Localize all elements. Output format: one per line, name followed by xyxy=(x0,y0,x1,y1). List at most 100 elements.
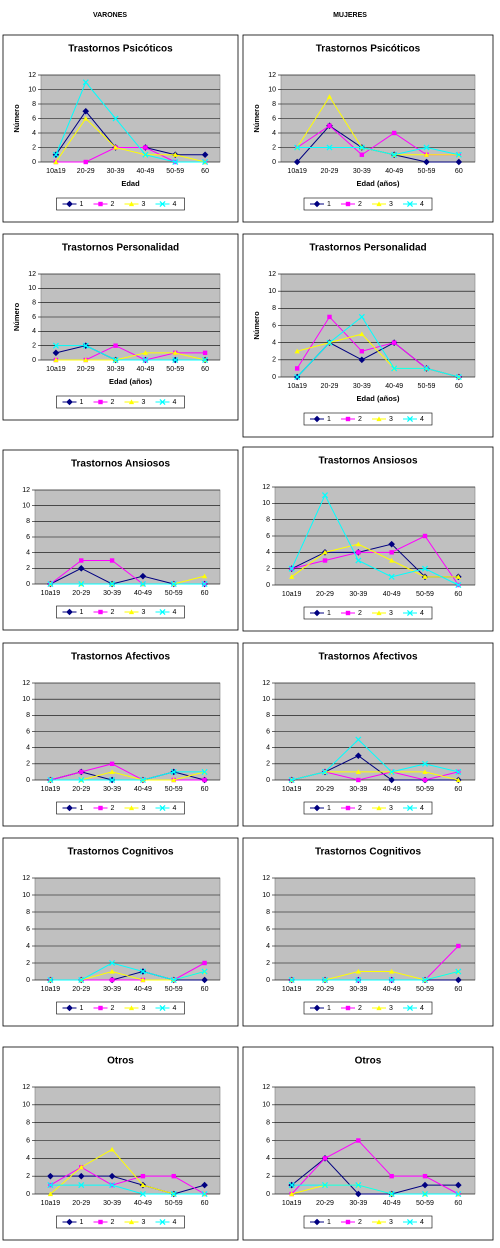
marker xyxy=(172,356,179,364)
marker xyxy=(388,776,395,784)
y-tick-label: 8 xyxy=(32,300,36,307)
marker xyxy=(455,158,463,166)
legend-marker xyxy=(98,805,103,811)
marker xyxy=(356,777,361,783)
legend-label: 2 xyxy=(358,201,362,208)
legend-marker xyxy=(159,1004,166,1012)
y-tick-label: 0 xyxy=(266,977,270,984)
legend-label: 3 xyxy=(142,1219,146,1226)
series-line xyxy=(291,543,459,578)
marker xyxy=(322,558,328,563)
marker xyxy=(421,565,429,572)
y-tick-label: 6 xyxy=(26,1137,30,1144)
y-tick-label: 6 xyxy=(26,534,30,541)
marker xyxy=(170,580,177,588)
marker xyxy=(113,343,118,348)
legend xyxy=(303,412,433,426)
marker xyxy=(201,768,208,775)
x-tick-label: 20-29 xyxy=(72,786,90,793)
column-header: VARONES xyxy=(93,12,127,19)
x-tick-label: 20-29 xyxy=(316,786,334,793)
x-tick-label: 60 xyxy=(454,591,462,598)
marker xyxy=(79,558,84,563)
marker xyxy=(139,580,146,588)
marker xyxy=(143,145,148,150)
marker xyxy=(358,313,365,320)
marker xyxy=(355,968,361,974)
marker xyxy=(139,1190,146,1198)
series-line xyxy=(291,1139,459,1195)
x-tick-label: 20-29 xyxy=(72,590,90,597)
y-tick-label: 8 xyxy=(272,101,276,108)
y-tick-label: 2 xyxy=(272,357,276,364)
legend-marker xyxy=(66,1218,73,1226)
legend-label: 4 xyxy=(420,805,424,812)
x-tick-label: 50-59 xyxy=(416,1200,434,1207)
marker xyxy=(170,1190,177,1198)
x-tick-label: 50-59 xyxy=(166,366,184,373)
x-tick-label: 10a19 xyxy=(282,1200,302,1207)
y-tick-label: 6 xyxy=(32,115,36,122)
legend-label: 3 xyxy=(389,1005,393,1012)
y-tick-label: 6 xyxy=(266,728,270,735)
marker xyxy=(391,365,398,372)
legend-label: 1 xyxy=(327,1219,331,1226)
y-tick-label: 6 xyxy=(272,115,276,122)
marker xyxy=(109,580,116,588)
legend-marker xyxy=(345,416,351,422)
legend-label: 4 xyxy=(173,1219,177,1226)
y-tick-label: 12 xyxy=(268,72,276,79)
marker xyxy=(321,492,329,499)
legend-marker xyxy=(98,201,103,207)
legend-label: 3 xyxy=(142,201,146,208)
x-tick-label: 30-39 xyxy=(353,383,371,390)
legend-label: 2 xyxy=(358,1005,362,1012)
x-tick-label: 40-49 xyxy=(383,591,401,598)
y-tick-label: 12 xyxy=(262,875,270,882)
marker xyxy=(171,1173,176,1179)
legend-label: 1 xyxy=(327,201,331,208)
marker xyxy=(388,573,395,580)
x-tick-label: 30-39 xyxy=(103,1200,121,1207)
x-tick-label: 10a19 xyxy=(46,168,66,175)
y-tick-label: 8 xyxy=(26,518,30,525)
marker xyxy=(288,1182,295,1189)
series-line xyxy=(291,738,459,781)
marker xyxy=(326,94,333,99)
legend-label: 1 xyxy=(327,1005,331,1012)
x-tick-label: 60 xyxy=(201,590,209,597)
marker xyxy=(109,959,116,967)
legend-marker xyxy=(376,805,382,811)
legend-label: 2 xyxy=(111,201,115,208)
y-tick-label: 0 xyxy=(26,581,30,588)
legend-label: 1 xyxy=(327,805,331,812)
marker xyxy=(388,540,395,548)
marker xyxy=(289,1191,295,1197)
marker xyxy=(202,777,207,783)
y-tick-label: 8 xyxy=(272,305,276,312)
series-line xyxy=(55,345,206,361)
chart-title: Otros xyxy=(355,1056,382,1067)
legend-label: 3 xyxy=(142,1005,146,1012)
legend-marker xyxy=(128,1005,135,1011)
legend-marker xyxy=(376,416,382,422)
legend-label: 3 xyxy=(389,201,393,208)
x-tick-label: 40-49 xyxy=(383,1200,401,1207)
marker xyxy=(139,776,146,784)
legend-label: 4 xyxy=(173,201,177,208)
y-tick-label: 12 xyxy=(262,484,270,491)
x-axis-label: Edad (años) xyxy=(357,394,400,403)
y-tick-label: 10 xyxy=(268,86,276,93)
legend-marker xyxy=(159,608,166,616)
x-tick-label: 50-59 xyxy=(418,383,436,390)
marker xyxy=(82,79,89,86)
x-tick-label: 40-49 xyxy=(134,786,152,793)
marker xyxy=(358,356,366,364)
marker xyxy=(423,158,430,166)
marker xyxy=(142,356,149,364)
y-tick-label: 10 xyxy=(22,696,30,703)
x-tick-label: 50-59 xyxy=(165,590,183,597)
